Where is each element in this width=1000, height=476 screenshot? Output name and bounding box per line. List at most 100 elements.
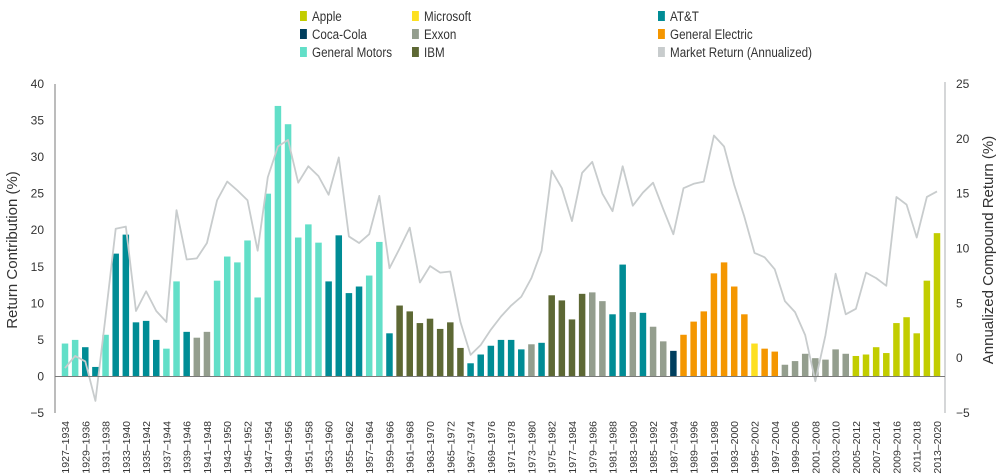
- legend-label: AT&T: [670, 8, 699, 24]
- bar-2006-2013: [862, 354, 870, 377]
- x-tick-label: 1955–1962: [344, 421, 356, 474]
- x-tick-label: 2007–2014: [871, 421, 883, 474]
- bar-1982-1989: [619, 264, 626, 377]
- right-tick-label: 5: [956, 296, 963, 310]
- right-tick-label: 20: [956, 132, 970, 146]
- bar-1979-1986: [589, 292, 596, 377]
- right-tick-label: −5: [956, 406, 970, 420]
- legend-label: Coca-Cola: [312, 26, 367, 42]
- bar-1970-1977: [497, 339, 505, 377]
- left-tick-label: −5: [30, 406, 44, 420]
- legend-label: General Motors: [312, 44, 393, 60]
- bar-1976-1983: [558, 300, 566, 377]
- x-tick-label: 1987–1994: [668, 421, 680, 474]
- bar-1973-1980: [528, 344, 535, 377]
- bar-1933-1940: [122, 234, 130, 377]
- bar-2012-2019: [923, 280, 931, 377]
- bar-1986-1993: [659, 341, 667, 377]
- bars: [61, 105, 941, 377]
- bar-1931-1938: [102, 334, 109, 377]
- bar-1967-1974: [467, 363, 474, 377]
- x-tick-label: 1969–1976: [486, 421, 498, 474]
- x-tick-label: 2001–2008: [810, 421, 822, 474]
- bar-1955-1962: [345, 293, 353, 377]
- legend-swatch-microsoft: [412, 11, 419, 21]
- legend-item-ge: General Electric: [658, 26, 753, 42]
- x-tick-label: 1951–1958: [303, 421, 315, 474]
- bar-1974-1981: [538, 342, 545, 377]
- bar-1964-1971: [436, 328, 444, 377]
- bar-1968-1975: [477, 354, 484, 377]
- x-tick-label: 2009–2016: [891, 421, 903, 474]
- x-tick-label: 1933–1940: [121, 421, 133, 474]
- bar-1977-1984: [568, 319, 576, 377]
- bar-1957-1964: [365, 275, 373, 377]
- bar-1935-1942: [142, 320, 150, 377]
- legend-swatch-ibm: [412, 47, 419, 57]
- x-tick-label: 1963–1970: [425, 421, 437, 474]
- x-tick-label: 1961–1968: [405, 421, 417, 474]
- x-tick-label: 1957–1964: [364, 421, 376, 474]
- bar-1941-1948: [203, 331, 211, 377]
- x-tick-label: 1997–2004: [770, 421, 782, 474]
- x-tick-label: 1979–1986: [587, 421, 599, 474]
- legend-item-exxon: Exxon: [412, 26, 456, 42]
- bar-1999-2006: [791, 361, 799, 377]
- bar-1990-1997: [700, 311, 708, 377]
- legend-item-apple: Apple: [300, 8, 342, 24]
- x-tick-label: 1981–1988: [608, 421, 620, 474]
- bar-1989-1996: [690, 321, 697, 377]
- legend-item-market: Market Return (Annualized): [658, 44, 812, 60]
- x-tick-label: 1993–2000: [729, 421, 741, 474]
- x-tick-label: 1927–1934: [60, 421, 72, 474]
- bar-1962-1969: [416, 323, 424, 377]
- bar-1940-1947: [193, 337, 201, 377]
- bar-1944-1951: [234, 262, 241, 377]
- bar-2011-2018: [913, 333, 920, 377]
- bar-1938-1945: [173, 281, 180, 377]
- x-tick-label: 1999–2006: [790, 421, 802, 474]
- x-tick-label: 1931–1938: [101, 421, 113, 474]
- right-axis-title: Annualized Compound Return (%): [980, 136, 997, 364]
- x-tick-label: 1937–1944: [161, 421, 173, 474]
- legend-item-gm: General Motors: [300, 44, 392, 60]
- x-tick-label: 1967–1974: [466, 421, 478, 474]
- bar-1972-1979: [518, 349, 525, 377]
- bar-2007-2014: [872, 347, 880, 377]
- legend-swatch-ge: [658, 29, 665, 39]
- x-axis-labels: 1927–1934 1929–1936 1931–1938 1933–1940 1935…: [60, 421, 944, 474]
- x-tick-label: 2005–2012: [851, 421, 863, 474]
- left-tick-label: 30: [31, 150, 45, 164]
- x-tick-label: 1947–1954: [263, 421, 275, 474]
- legend-swatch-att: [658, 11, 665, 21]
- bar-1993-2000: [730, 286, 738, 377]
- left-tick-label: 35: [31, 114, 45, 128]
- bar-1959-1966: [386, 333, 393, 377]
- legend-swatch-cocacola: [300, 29, 307, 39]
- x-tick-label: 1965–1972: [445, 421, 457, 474]
- bar-2013-2020: [933, 233, 941, 377]
- bar-1945-1952: [244, 240, 251, 377]
- bar-2005-2012: [852, 355, 860, 377]
- bar-2001-2008: [812, 358, 819, 377]
- left-axis-ticks: 40 35 30 25 20 15 10 5 0 −5: [30, 77, 44, 420]
- bar-1947-1954: [264, 193, 272, 377]
- left-tick-label: 10: [31, 296, 45, 310]
- legend-label: IBM: [424, 44, 445, 60]
- left-axis-title: Return Contribution (%): [4, 171, 21, 329]
- axes: [54, 82, 946, 413]
- x-tick-label: 1973–1980: [526, 421, 538, 474]
- x-tick-label: 2003–2010: [831, 421, 843, 474]
- bar-1956-1963: [355, 286, 363, 377]
- bar-1987-1994: [670, 350, 677, 377]
- bar-1936-1943: [153, 339, 160, 377]
- bar-2003-2010: [832, 349, 839, 377]
- bar-1932-1939: [112, 253, 119, 377]
- x-tick-label: 1941–1948: [202, 421, 214, 474]
- bar-1994-2001: [741, 314, 748, 377]
- left-tick-label: 0: [37, 369, 44, 383]
- bar-1928-1935: [71, 339, 79, 377]
- bar-1949-1956: [284, 124, 292, 377]
- bar-1954-1961: [335, 235, 343, 377]
- legend-label: Apple: [312, 8, 342, 24]
